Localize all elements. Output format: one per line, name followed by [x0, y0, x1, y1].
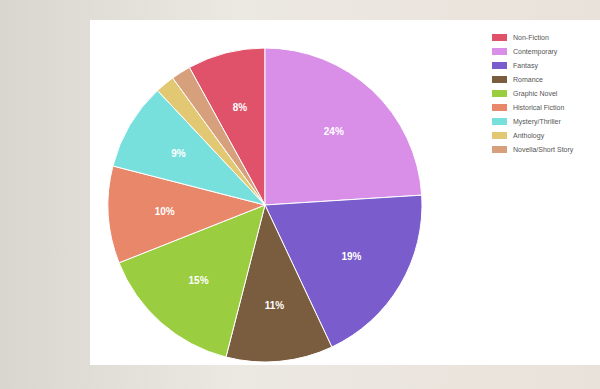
html-text:Fantasy: Fantasy — [513, 61, 538, 69]
svg-text:11%: 11% — [265, 300, 285, 311]
svg-text:9%: 9% — [171, 148, 186, 159]
svg-text:24%: 24% — [324, 126, 344, 137]
html-text:Historical Fiction: Historical Fiction — [513, 103, 565, 111]
html-text:Anthology: Anthology — [513, 131, 545, 139]
html-text:Novella/Short Story: Novella/Short Story — [513, 145, 574, 153]
html-text:Romance: Romance — [513, 75, 543, 83]
html-text:Graphic Novel: Graphic Novel — [513, 89, 558, 97]
svg-text:8%: 8% — [233, 102, 248, 113]
html-text:Non-Fiction: Non-Fiction — [513, 33, 549, 41]
svg-text:19%: 19% — [341, 251, 361, 262]
svg-text:10%: 10% — [155, 206, 175, 217]
svg-text:15%: 15% — [189, 275, 209, 286]
html-text:Contemporary: Contemporary — [513, 47, 558, 55]
html-text:Mystery/Thriller: Mystery/Thriller — [513, 117, 561, 125]
